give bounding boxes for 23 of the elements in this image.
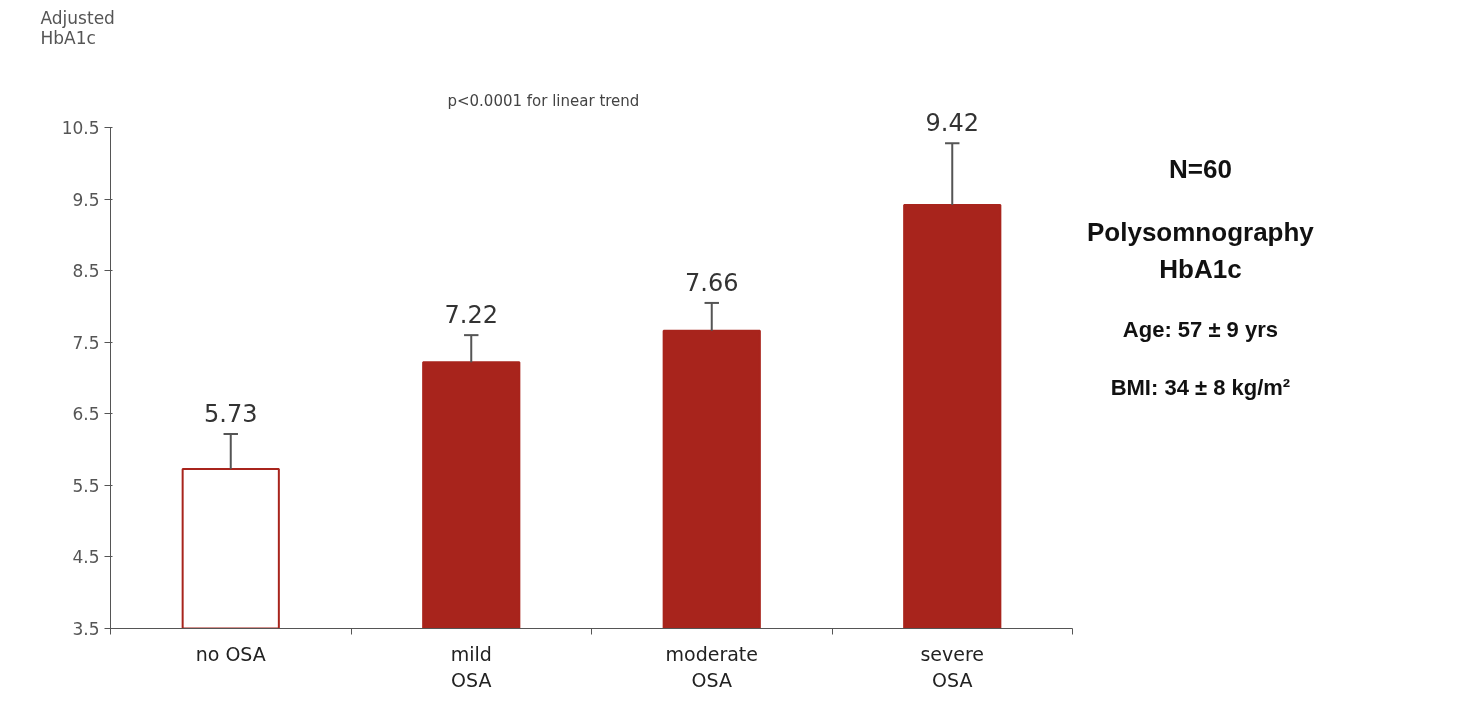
- y-tick-label: 7.5: [72, 332, 100, 353]
- text: HbA1c: [1158, 253, 1243, 287]
- y-tick-label: 5.5: [72, 475, 100, 496]
- y-axis-title: Adjusted HbA1c: [40, 7, 115, 48]
- y-tick-label: 6.5: [72, 404, 100, 425]
- x-tick-label: no OSA: [195, 642, 266, 665]
- y-tick-label: 10.5: [61, 118, 100, 139]
- text: p<0.0001 for linear trend: [447, 91, 640, 110]
- y-tick-label: 4.5: [72, 547, 100, 568]
- y-tick-label: 9.5: [72, 189, 100, 210]
- data-label: 7.66: [685, 268, 739, 297]
- data-label: 5.73: [204, 399, 258, 428]
- x-tick-label: moderate OSA: [665, 642, 758, 691]
- x-tick-label: severe OSA: [920, 642, 985, 691]
- text: BMI: 34 ± 8 kg/m²: [1109, 373, 1292, 402]
- x-tick-label: mild OSA: [450, 642, 492, 691]
- text: Age: 57 ± 9 yrs: [1121, 316, 1279, 345]
- y-tick-label: 3.5: [72, 619, 100, 639]
- data-label: 7.22: [444, 301, 498, 330]
- y-tick-label: 8.5: [72, 261, 100, 282]
- text: Polysomnography: [1087, 216, 1314, 250]
- text: N=60: [1167, 153, 1233, 186]
- data-label: 9.42: [925, 109, 979, 138]
